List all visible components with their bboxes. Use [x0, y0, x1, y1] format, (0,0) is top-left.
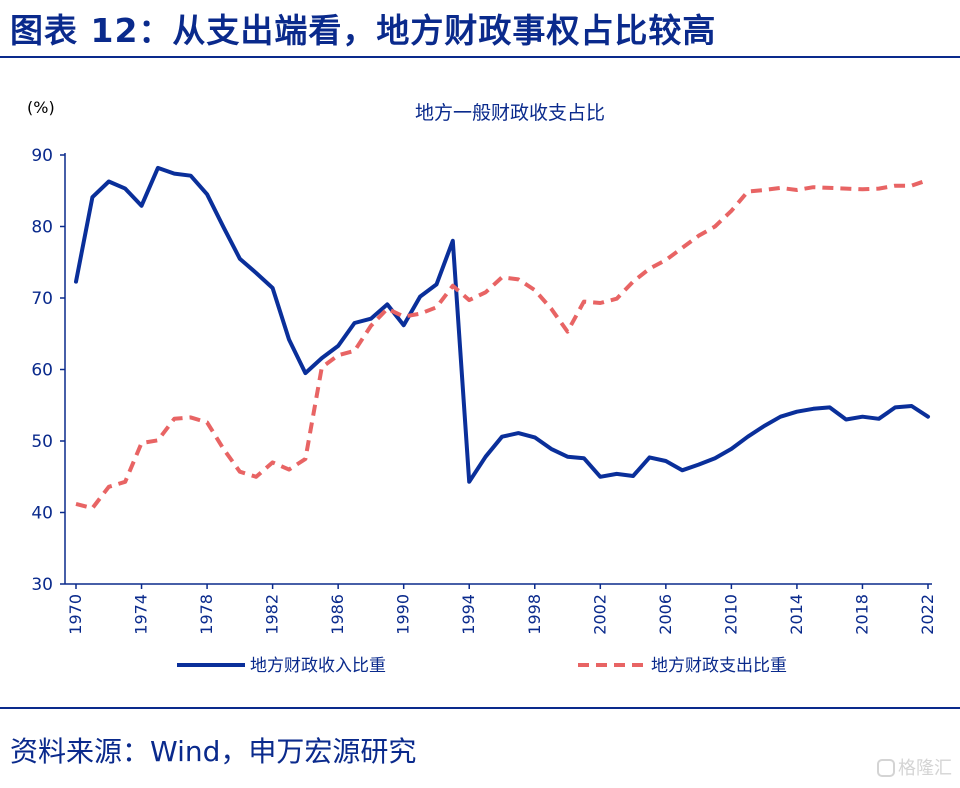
y-tick-label: 40	[31, 504, 53, 524]
x-tick-label: 2010	[721, 594, 740, 635]
x-tick-label: 2022	[918, 594, 937, 635]
y-tick-label: 90	[31, 146, 53, 166]
x-tick-label: 2018	[852, 594, 871, 635]
watermark-text: 格隆汇	[898, 758, 952, 779]
x-tick-label: 1982	[263, 594, 282, 635]
x-tick-label: 2002	[590, 594, 609, 635]
watermark-logo-icon	[877, 759, 895, 777]
x-tick-label: 2006	[656, 594, 675, 635]
series-layer	[74, 165, 930, 511]
chart-axes: 30 40 50 60 70 80 90 1970 1974 1978 1982 1986 1990 19…	[31, 146, 937, 635]
legend-label: 地方财政收入比重	[250, 656, 386, 676]
x-tick-label: 1990	[394, 594, 413, 635]
figure-title: 图表 12：从支出端看，地方财政事权占比较高	[10, 11, 717, 50]
x-tick-label: 1978	[197, 594, 216, 635]
x-tick-label: 1994	[459, 594, 478, 635]
legend-label: 地方财政支出比重	[651, 656, 787, 676]
y-tick-label: 80	[31, 218, 53, 238]
watermark: 格隆汇	[877, 754, 952, 780]
footer-rule	[0, 707, 960, 709]
x-tick-label: 2014	[787, 594, 806, 635]
chart-title: 地方一般财政收支占比	[415, 102, 605, 124]
x-tick-label: 1986	[328, 594, 347, 635]
y-tick-label: 50	[31, 432, 53, 452]
series-line-expense	[75, 178, 929, 511]
y-tick-label: 30	[31, 575, 53, 595]
line-chart: 地方一般财政收支占比 (%) 30 40 50 60 70 80 90 1970 1974 197…	[27, 98, 937, 676]
series-line-income	[74, 165, 930, 484]
chart-legend: 地方财政收入比重 地方财政支出比重	[177, 656, 787, 676]
y-tick-label: 70	[31, 289, 53, 309]
x-tick-label: 1970	[66, 594, 85, 635]
source-note: 资料来源：Wind，申万宏源研究	[10, 735, 417, 768]
y-tick-label: 60	[31, 361, 53, 381]
x-tick-label: 1974	[132, 594, 151, 635]
y-axis-unit-label: (%)	[27, 98, 55, 117]
x-tick-label: 1998	[525, 594, 544, 635]
title-rule	[0, 56, 960, 58]
